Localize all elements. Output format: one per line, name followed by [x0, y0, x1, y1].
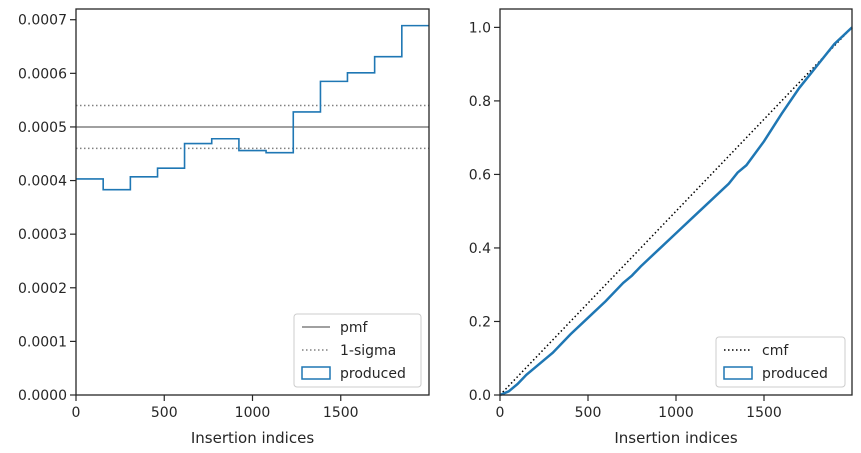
legend-label-1-sigma: 1-sigma — [340, 343, 396, 359]
series-produced-cumulative — [499, 26, 853, 397]
x-tick-label: 0 — [72, 405, 81, 421]
right-chart-panel: 0 500 1000 1500 0.0 0.2 0.4 0.6 0.8 1.0 Insertion … — [469, 8, 853, 447]
x-tick-label: 500 — [151, 405, 178, 421]
cumulative-point — [517, 383, 519, 385]
legend: cmf produced — [715, 336, 846, 388]
cumulative-point — [798, 87, 800, 89]
x-axis-label: Insertion indices — [191, 429, 314, 447]
y-tick-label: 0.0 — [469, 388, 491, 404]
cumulative-point — [508, 390, 510, 392]
y-tick-label: 0.6 — [469, 167, 491, 183]
y-tick-label: 0.0001 — [18, 334, 67, 350]
x-tick-label: 0 — [496, 405, 505, 421]
legend-label-produced: produced — [340, 366, 406, 382]
y-tick-label: 0.2 — [469, 314, 491, 330]
cumulative-point — [833, 43, 836, 45]
x-axis-label: Insertion indices — [614, 429, 737, 447]
cumulative-point — [622, 282, 624, 284]
cumulative-point — [534, 366, 536, 369]
cumulative-point — [569, 333, 572, 335]
y-tick-label: 0.0007 — [18, 13, 67, 29]
cumulative-point — [745, 164, 748, 166]
x-tick-label: 1500 — [746, 405, 782, 421]
cumulative-point — [657, 249, 660, 251]
x-tick-label: 1000 — [658, 405, 694, 421]
cumulative-point — [675, 232, 677, 234]
legend: pmf 1-sigma produced — [293, 313, 422, 388]
cumulative-point — [728, 183, 730, 185]
cumulative-point — [605, 300, 607, 302]
y-tick-label: 0.0000 — [18, 388, 67, 404]
legend-label-produced: produced — [762, 366, 828, 382]
y-tick-label: 0.8 — [469, 94, 491, 110]
cumulative-point — [781, 113, 783, 115]
x-tick-label: 1500 — [323, 405, 359, 421]
cumulative-point — [763, 140, 765, 142]
y-tick-label: 0.0003 — [18, 227, 67, 243]
series-produced-histogram — [76, 24, 429, 191]
y-tick-label: 1.0 — [469, 20, 491, 36]
legend-handle-produced — [301, 366, 331, 380]
legend-label-pmf: pmf — [340, 320, 369, 336]
legend-label-cmf: cmf — [762, 343, 789, 359]
left-chart-panel: 0 500 1000 1500 0.0000 0.0001 0.0002 0.0003 0.00… — [18, 8, 430, 447]
cumulative-point — [525, 374, 528, 376]
cumulative-point — [552, 352, 554, 354]
legend-handle-produced — [723, 366, 753, 380]
cumulative-point — [640, 265, 642, 267]
y-tick-label: 0.0005 — [18, 120, 67, 136]
cumulative-point — [710, 199, 712, 201]
cumulative-point — [543, 359, 545, 361]
x-tick-label: 500 — [575, 405, 602, 421]
y-tick-label: 0.0006 — [18, 66, 67, 82]
cumulative-point — [816, 65, 818, 67]
cumulative-point — [587, 317, 589, 319]
x-tick-label: 1000 — [235, 405, 271, 421]
y-tick-label: 0.0002 — [18, 281, 67, 297]
cumulative-point — [693, 216, 695, 218]
y-tick-label: 0.4 — [469, 241, 491, 257]
y-tick-label: 0.0004 — [18, 174, 67, 190]
cumulative-point — [631, 274, 633, 277]
cumulative-point — [737, 171, 739, 174]
series-cmf-line — [499, 26, 853, 396]
